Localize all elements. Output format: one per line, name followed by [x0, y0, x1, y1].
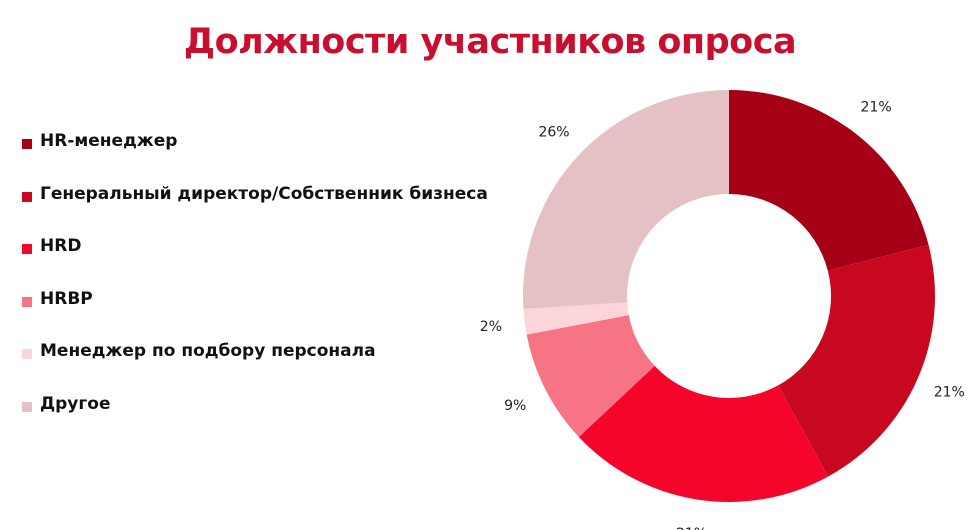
legend-item: Другое	[22, 394, 488, 447]
legend-swatch	[22, 296, 32, 307]
chart-legend: HR-менеджер Генеральный директор/Собстве…	[22, 131, 488, 447]
legend-item: Менеджер по подбору персонала	[22, 341, 488, 394]
slice-value-label: 21%	[676, 526, 707, 530]
legend-label: Менеджер по подбору персонала	[40, 341, 376, 362]
donut-slice	[729, 90, 929, 271]
donut-slice	[778, 244, 936, 477]
donut-slice	[523, 90, 729, 309]
legend-item: HR-менеджер	[22, 131, 488, 184]
donut-slice	[578, 365, 829, 503]
slice-value-label: 21%	[861, 99, 892, 115]
legend-label: Другое	[40, 393, 111, 414]
donut-slice	[526, 315, 655, 438]
legend-item: Генеральный директор/Собственник бизнеса	[22, 184, 488, 237]
legend-item: HRD	[22, 236, 488, 289]
legend-label: HR-менеджер	[40, 131, 178, 151]
legend-swatch	[22, 349, 32, 360]
legend-swatch	[22, 401, 32, 412]
legend-label: Генеральный директор/Собственник бизнеса	[40, 183, 488, 204]
slice-value-label: 26%	[538, 125, 569, 141]
legend-item: HRBP	[22, 289, 488, 342]
legend-swatch	[22, 244, 32, 255]
donut-slice	[523, 302, 629, 335]
slice-value-label: 9%	[504, 398, 526, 414]
chart-title: Должности участников опроса	[183, 22, 797, 62]
slice-value-label: 21%	[934, 384, 965, 400]
slice-value-label: 2%	[480, 319, 502, 335]
legend-swatch	[22, 191, 32, 202]
legend-swatch	[22, 139, 32, 149]
legend-label: HRD	[40, 236, 82, 257]
legend-label: HRBP	[40, 288, 93, 309]
